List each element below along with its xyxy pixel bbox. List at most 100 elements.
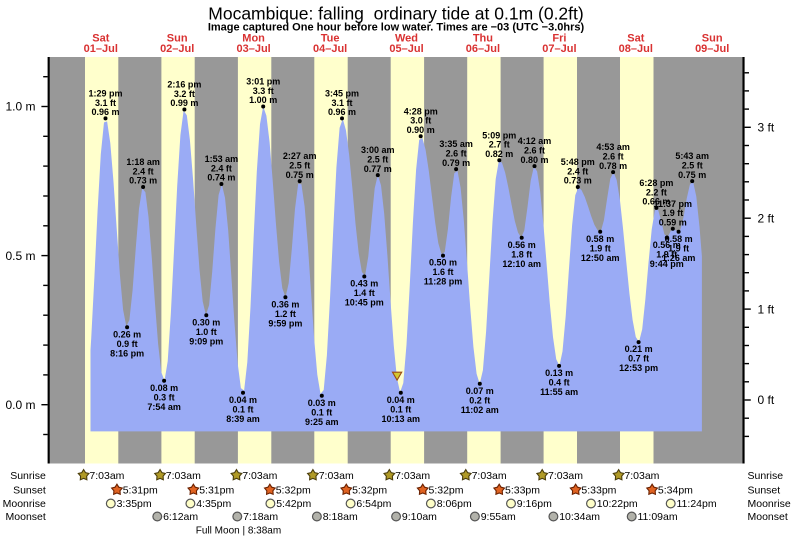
svg-text:Sat: Sat bbox=[92, 32, 109, 44]
svg-text:9:10am: 9:10am bbox=[402, 511, 437, 523]
svg-text:9:44 pm: 9:44 pm bbox=[650, 259, 684, 269]
svg-text:0.1 ft: 0.1 ft bbox=[232, 404, 253, 414]
svg-text:7:03am: 7:03am bbox=[624, 470, 659, 482]
svg-text:0.04 m: 0.04 m bbox=[229, 395, 257, 405]
svg-text:0.74 m: 0.74 m bbox=[207, 173, 235, 183]
svg-text:2.6 ft: 2.6 ft bbox=[524, 146, 545, 156]
svg-text:Sunset: Sunset bbox=[748, 484, 781, 496]
svg-text:1 ft: 1 ft bbox=[758, 302, 775, 316]
svg-text:7:03am: 7:03am bbox=[548, 470, 583, 482]
svg-text:0.50 m: 0.50 m bbox=[429, 258, 457, 268]
svg-text:0.07 m: 0.07 m bbox=[466, 386, 494, 396]
svg-text:1:53 am: 1:53 am bbox=[205, 154, 239, 164]
svg-text:Full Moon | 8:38am: Full Moon | 8:38am bbox=[196, 525, 281, 536]
svg-text:Mon: Mon bbox=[242, 32, 265, 44]
svg-text:0.82 m: 0.82 m bbox=[485, 149, 513, 159]
svg-text:2.4 ft: 2.4 ft bbox=[211, 163, 232, 173]
svg-text:0.08 m: 0.08 m bbox=[150, 383, 178, 393]
svg-text:5:09 pm: 5:09 pm bbox=[482, 130, 516, 140]
svg-text:3.1 ft: 3.1 ft bbox=[95, 98, 116, 108]
svg-text:0.9 ft: 0.9 ft bbox=[117, 339, 138, 349]
svg-text:Moonrise: Moonrise bbox=[748, 498, 791, 510]
svg-text:03–Jul: 03–Jul bbox=[236, 43, 270, 55]
svg-text:1:18 am: 1:18 am bbox=[126, 157, 160, 167]
svg-text:0.5 m: 0.5 m bbox=[5, 249, 35, 263]
svg-text:3:35 am: 3:35 am bbox=[439, 139, 473, 149]
svg-text:7:03am: 7:03am bbox=[395, 470, 430, 482]
svg-text:0.7 ft: 0.7 ft bbox=[628, 354, 649, 364]
svg-text:0.58 m: 0.58 m bbox=[586, 234, 614, 244]
svg-text:3:35pm: 3:35pm bbox=[117, 498, 152, 510]
svg-text:11:55 am: 11:55 am bbox=[540, 387, 578, 397]
svg-text:4:53 am: 4:53 am bbox=[596, 142, 630, 152]
svg-text:4:28 pm: 4:28 pm bbox=[404, 106, 438, 116]
svg-text:0 ft: 0 ft bbox=[758, 393, 775, 407]
svg-text:0.26 m: 0.26 m bbox=[113, 329, 141, 339]
svg-text:9:59 pm: 9:59 pm bbox=[268, 318, 302, 328]
svg-text:7:03am: 7:03am bbox=[242, 470, 277, 482]
svg-text:2:16 pm: 2:16 pm bbox=[167, 80, 201, 90]
svg-text:09–Jul: 09–Jul bbox=[695, 43, 729, 55]
svg-text:12:50 am: 12:50 am bbox=[581, 253, 620, 263]
svg-text:4:12 am: 4:12 am bbox=[518, 136, 552, 146]
svg-text:02–Jul: 02–Jul bbox=[160, 43, 194, 55]
svg-text:11:24pm: 11:24pm bbox=[677, 498, 717, 510]
svg-text:0.56 m: 0.56 m bbox=[653, 240, 681, 250]
svg-text:3.0 ft: 3.0 ft bbox=[410, 116, 431, 126]
svg-text:7:54 am: 7:54 am bbox=[147, 402, 181, 412]
svg-text:Sunrise: Sunrise bbox=[10, 470, 46, 482]
svg-text:0.30 m: 0.30 m bbox=[192, 317, 220, 327]
svg-text:0.0 m: 0.0 m bbox=[5, 398, 35, 412]
svg-text:Sat: Sat bbox=[627, 32, 644, 44]
svg-text:3:45 pm: 3:45 pm bbox=[325, 89, 359, 99]
svg-text:5:31pm: 5:31pm bbox=[199, 484, 234, 496]
svg-text:2.4 ft: 2.4 ft bbox=[567, 166, 588, 176]
svg-text:5:32pm: 5:32pm bbox=[429, 484, 464, 496]
svg-text:1:29 pm: 1:29 pm bbox=[88, 89, 122, 99]
svg-text:5:48 pm: 5:48 pm bbox=[561, 157, 595, 167]
svg-text:3:00 am: 3:00 am bbox=[361, 145, 395, 155]
svg-text:11:28 pm: 11:28 pm bbox=[424, 277, 463, 287]
svg-text:Tue: Tue bbox=[321, 32, 340, 44]
svg-text:8:06pm: 8:06pm bbox=[437, 498, 472, 510]
svg-text:1.9 ft: 1.9 ft bbox=[668, 243, 689, 253]
svg-text:0.90 m: 0.90 m bbox=[407, 125, 435, 135]
svg-text:5:32pm: 5:32pm bbox=[276, 484, 311, 496]
svg-text:0.1 ft: 0.1 ft bbox=[311, 407, 332, 417]
svg-text:2.4 ft: 2.4 ft bbox=[133, 166, 154, 176]
svg-text:10:13 am: 10:13 am bbox=[382, 414, 421, 424]
svg-text:0.75 m: 0.75 m bbox=[678, 170, 706, 180]
svg-text:7:18am: 7:18am bbox=[243, 511, 278, 523]
svg-text:10:34am: 10:34am bbox=[559, 511, 600, 523]
svg-text:0.80 m: 0.80 m bbox=[520, 155, 548, 165]
svg-text:0.66 m: 0.66 m bbox=[642, 197, 670, 207]
svg-text:1.00 m: 1.00 m bbox=[249, 95, 277, 105]
svg-text:7:03am: 7:03am bbox=[89, 470, 124, 482]
svg-text:0.75 m: 0.75 m bbox=[286, 170, 314, 180]
svg-text:0.21 m: 0.21 m bbox=[625, 344, 653, 354]
svg-text:1.9 ft: 1.9 ft bbox=[590, 243, 611, 253]
svg-text:3 ft: 3 ft bbox=[758, 121, 775, 135]
svg-text:0.73 m: 0.73 m bbox=[129, 176, 157, 186]
svg-text:2.5 ft: 2.5 ft bbox=[682, 161, 703, 171]
svg-text:0.96 m: 0.96 m bbox=[91, 107, 119, 117]
svg-text:0.56 m: 0.56 m bbox=[508, 240, 536, 250]
svg-text:1.6 ft: 1.6 ft bbox=[432, 267, 453, 277]
svg-text:0.96 m: 0.96 m bbox=[328, 107, 356, 117]
svg-text:0.1 ft: 0.1 ft bbox=[390, 404, 411, 414]
svg-text:5:31pm: 5:31pm bbox=[123, 484, 158, 496]
svg-text:Wed: Wed bbox=[395, 32, 418, 44]
svg-text:3.1 ft: 3.1 ft bbox=[331, 98, 352, 108]
svg-text:Sun: Sun bbox=[167, 32, 188, 44]
svg-text:11:37 pm: 11:37 pm bbox=[654, 199, 693, 209]
svg-text:9:25 am: 9:25 am bbox=[305, 417, 339, 427]
svg-text:01–Jul: 01–Jul bbox=[84, 43, 118, 55]
svg-text:5:34pm: 5:34pm bbox=[658, 484, 693, 496]
svg-text:1.0 ft: 1.0 ft bbox=[196, 327, 217, 337]
svg-text:11:09am: 11:09am bbox=[638, 511, 678, 523]
svg-text:2.6 ft: 2.6 ft bbox=[446, 149, 467, 159]
svg-text:7:03am: 7:03am bbox=[472, 470, 507, 482]
svg-text:9:09 pm: 9:09 pm bbox=[189, 336, 223, 346]
svg-text:1:26 am: 1:26 am bbox=[662, 253, 696, 263]
svg-text:9:55am: 9:55am bbox=[481, 511, 516, 523]
